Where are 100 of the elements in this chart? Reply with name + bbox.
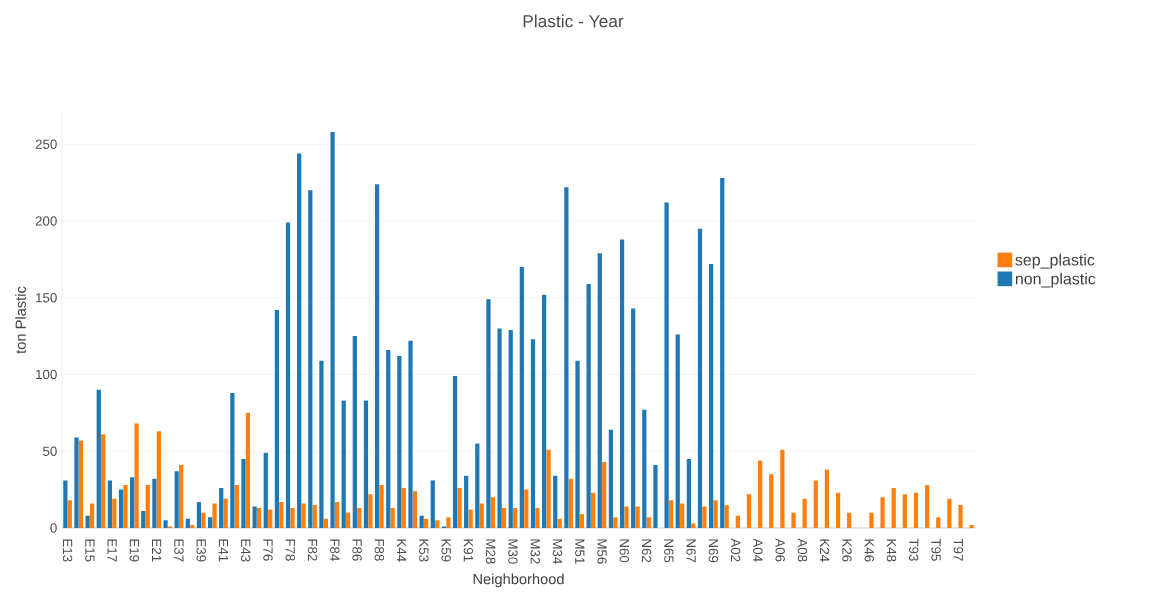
bar [401,488,406,528]
x-tick-label: N65 [664,539,674,563]
x-tick-label: E13 [62,539,73,562]
bar [201,512,206,528]
bar [586,283,591,528]
bar [691,523,696,528]
bar [223,498,228,528]
bar [513,508,518,528]
bar [89,503,95,528]
bar [196,501,202,528]
bar [735,515,740,528]
bar [301,503,306,528]
bar [85,515,90,528]
x-tick-label: E39 [196,539,206,562]
bar [145,485,150,528]
bar [285,222,291,528]
bar [141,511,146,528]
bar [263,452,268,528]
bar [452,376,458,528]
bar [107,480,112,528]
bar [813,480,818,528]
x-tick-label: N67 [686,539,696,563]
bar [958,504,963,528]
bar [564,187,569,528]
bar [363,400,369,528]
legend-label: sep_plastic [1015,253,1095,269]
x-tick-label: M51 [575,539,585,564]
y-tick-label: 150 [36,293,57,303]
bar [680,503,685,528]
bar [709,263,714,528]
bar [925,485,930,528]
bar [379,485,384,528]
bar [575,360,580,528]
bar [497,328,502,528]
x-axis-title: Neighborhood [473,573,564,588]
bar [653,465,658,528]
bar [256,508,262,528]
bar [624,506,629,528]
bar [207,517,213,528]
bar [163,520,168,528]
x-tick-label: M30 [508,539,518,564]
bar [913,492,919,528]
x-tick-label: E17 [107,539,117,562]
bar [880,497,885,528]
bar [412,491,418,528]
bar [530,339,536,528]
bar [535,508,540,528]
bar [579,514,585,528]
bar [697,228,703,528]
x-tick-label: A04 [753,538,763,562]
bar [479,503,484,528]
chart-title: Plastic - Year [523,14,624,28]
bar [608,429,614,528]
bar [308,190,313,528]
x-tick-label: F86 [352,539,362,561]
x-tick-label: E43 [241,539,251,562]
x-tick-label: M32 [530,539,540,564]
x-tick-label: T95 [931,538,941,561]
bar [642,409,647,528]
bar [780,449,785,528]
y-axis-title: ton Plastic [15,286,26,354]
bar [969,524,974,528]
bar [702,506,707,528]
x-tick-label: K26 [842,539,852,562]
bar [486,299,491,528]
x-tick-label: T97 [953,538,964,561]
bar [475,443,480,528]
bar [319,360,324,528]
bar [746,494,752,528]
bar [297,153,302,528]
x-tick-label: A02 [730,538,741,562]
bar [590,492,596,528]
bar [891,488,896,528]
bar [490,497,496,528]
bar [758,460,763,528]
bar [435,520,440,528]
bar [568,478,573,528]
bar [557,518,562,528]
bar [835,492,841,528]
x-tick-label: K48 [886,539,897,562]
bar [419,515,424,528]
x-tick-label: E15 [85,539,95,562]
bar [769,474,774,528]
bar [245,412,251,528]
bar [312,504,317,528]
bar [631,308,636,528]
bar [352,336,357,528]
bar [96,389,101,528]
bar [74,437,79,528]
x-tick-label: N69 [708,539,719,563]
x-tick-label: K53 [419,539,429,562]
x-tick-label: E19 [129,539,140,562]
bar [357,508,362,528]
bar [241,458,246,528]
x-tick-label: M28 [485,539,496,564]
x-tick-label: K24 [820,539,830,562]
bar [468,509,473,528]
bar [635,506,640,528]
bar [334,501,340,528]
bar [134,423,139,528]
